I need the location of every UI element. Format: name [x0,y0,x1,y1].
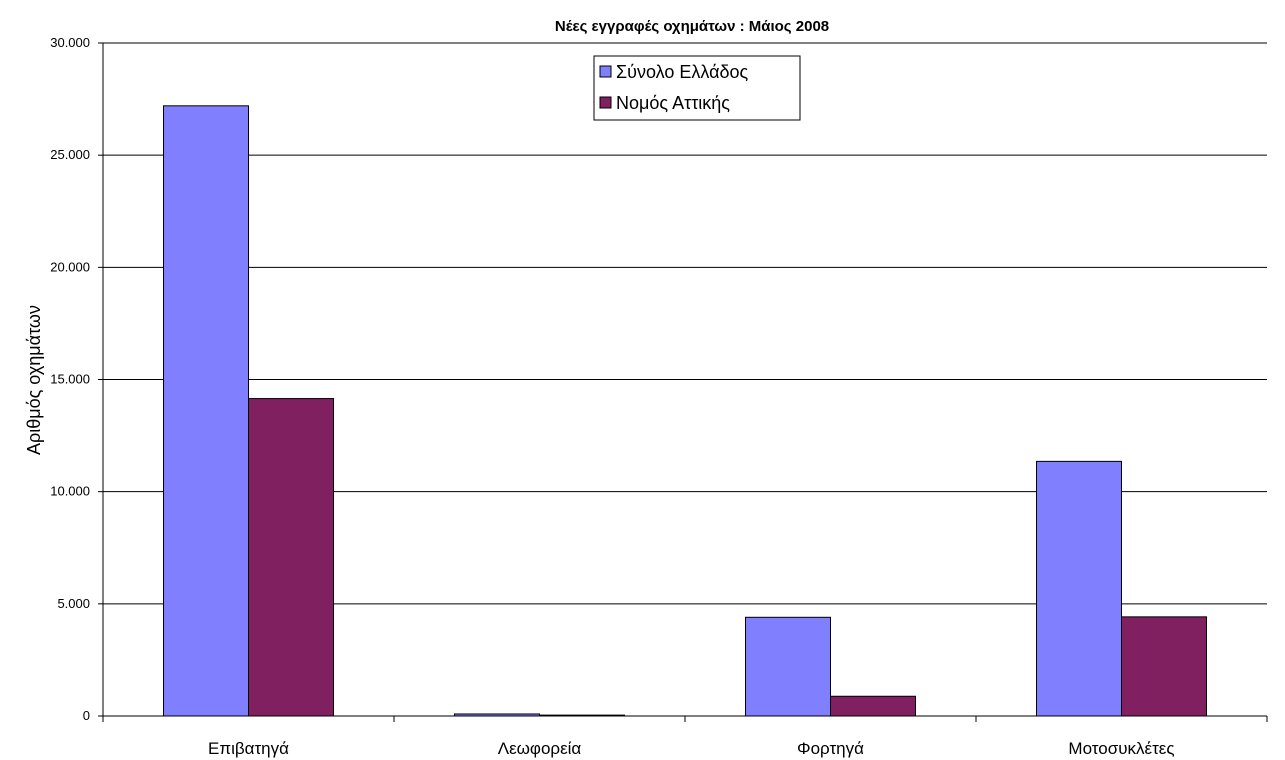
y-tick-label: 0 [83,708,90,723]
bars [163,105,1207,717]
y-tick-label: 5.000 [57,596,90,611]
legend-box [593,55,801,121]
legend: Σύνολο Ελλάδος Νομός Αττικής [593,55,801,121]
y-tick-label: 25.000 [50,147,90,162]
y-tick-label: 10.000 [50,484,90,499]
bar [1121,616,1207,717]
bar [248,398,334,717]
x-category-label: Επιβατηγά [208,739,289,758]
x-category-label: Λεωφορεία [498,739,582,758]
bar [745,616,831,717]
bar [1036,460,1122,717]
x-axis-categories: Επιβατηγά Λεωφορεία Φορτηγά Μοτοσυκλέτες [208,739,1175,758]
bar [163,105,249,717]
y-axis-ticks: 0 5.000 10.000 15.000 20.000 25.000 30.000 [50,35,103,723]
y-tick-label: 30.000 [50,35,90,50]
x-category-label: Μοτοσυκλέτες [1068,739,1174,758]
x-category-label: Φορτηγά [797,739,864,758]
legend-swatch [599,65,612,78]
chart-title: Νέες εγγραφές οχημάτων : Μάιος 2008 [555,18,829,35]
legend-swatch [599,96,612,109]
bar [830,695,916,717]
legend-label: Σύνολο Ελλάδος [616,62,749,82]
legend-label: Νομός Αττικής [616,93,730,113]
y-tick-label: 15.000 [50,372,90,387]
y-axis-label: Αριθμός οχημάτων [24,305,44,455]
y-tick-label: 20.000 [50,259,90,274]
